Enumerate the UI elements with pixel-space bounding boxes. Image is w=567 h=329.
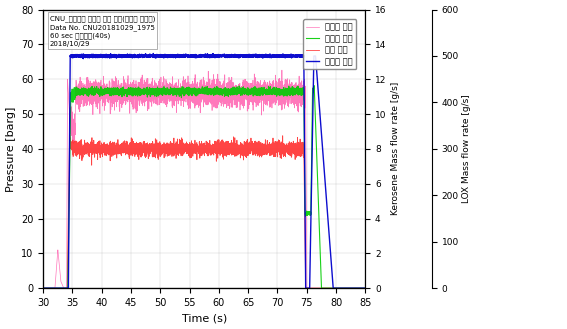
Legend: 점화기 압력, 연소실 압력, 연료 유량, 산화제 유량: 점화기 압력, 연소실 압력, 연료 유량, 산화제 유량 <box>303 19 356 69</box>
Y-axis label: Kerosene Mass flow rate [g/s]: Kerosene Mass flow rate [g/s] <box>391 82 400 215</box>
X-axis label: Time (s): Time (s) <box>181 314 227 323</box>
Y-axis label: Pressure [barg]: Pressure [barg] <box>6 106 15 191</box>
Text: CNU_체관소기 연소실 벤랄 실험(한우연 연소실)
Data No. CNU20181029_1975
60 sec 연소시험(40s)
2018/10/2: CNU_체관소기 연소실 벤랄 실험(한우연 연소실) Data No. CNU… <box>50 15 155 47</box>
Y-axis label: LOX Mass flow rate [g/s]: LOX Mass flow rate [g/s] <box>462 94 471 203</box>
